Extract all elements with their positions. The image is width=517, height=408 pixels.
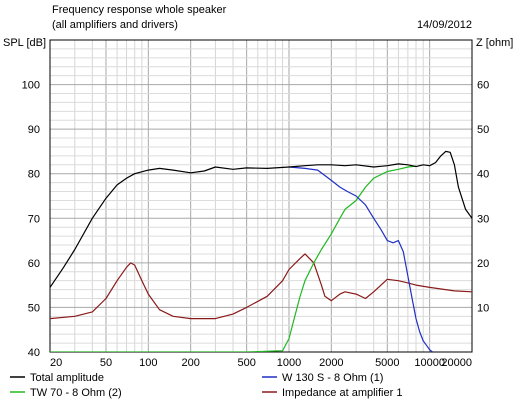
x-tick-label: 2000 xyxy=(319,357,343,369)
y-tick-label-right: 60 xyxy=(477,80,489,92)
y-tick-label-left: 40 xyxy=(28,347,40,359)
legend-label: TW 70 - 8 Ohm (2) xyxy=(30,387,122,399)
y-tick-label-right: 10 xyxy=(477,302,489,314)
x-tick-label: 50 xyxy=(100,357,112,369)
x-tick-label: 100 xyxy=(139,357,157,369)
y-tick-label-right: 20 xyxy=(477,258,489,270)
y-tick-label-right: 50 xyxy=(477,124,489,136)
x-tick-label: 20 xyxy=(50,357,62,369)
x-tick-label: 5000 xyxy=(375,357,399,369)
y-tick-label-right: 30 xyxy=(477,213,489,225)
y-tick-label-left: 90 xyxy=(28,124,40,136)
legend-label: Total amplitude xyxy=(30,372,104,384)
x-tick-label: 200 xyxy=(181,357,199,369)
series-line-3 xyxy=(50,253,472,320)
series-line-2 xyxy=(50,165,417,352)
grid-layer xyxy=(50,40,472,352)
y-axis-label-right: Z [ohm] xyxy=(476,37,513,49)
series-layer xyxy=(50,150,472,352)
series-line-1 xyxy=(288,166,433,352)
legend-label: Impedance at amplifier 1 xyxy=(282,387,402,399)
legend: Total amplitude W 130 S - 8 Ohm (1) TW 70 … xyxy=(10,372,402,399)
chart-title: Frequency response whole speaker xyxy=(52,4,227,16)
y-axis-label-left: SPL [dB] xyxy=(3,37,46,49)
y-tick-label-left: 80 xyxy=(28,169,40,181)
chart-subtitle: (all amplifiers and drivers) xyxy=(52,19,178,31)
y-tick-label-left: 50 xyxy=(28,302,40,314)
plot-frame xyxy=(49,39,473,353)
chart-date: 14/09/2012 xyxy=(417,19,472,31)
x-tick-label: 500 xyxy=(237,357,255,369)
y-tick-label-left: 100 xyxy=(22,80,40,92)
y-tick-label-left: 70 xyxy=(28,213,40,225)
x-tick-label: 20000 xyxy=(441,357,472,369)
x-tick-label: 1000 xyxy=(277,357,301,369)
legend-label: W 130 S - 8 Ohm (1) xyxy=(282,372,383,384)
y-tick-label-right: 40 xyxy=(477,169,489,181)
series-line-0 xyxy=(50,150,472,288)
x-tick-label: 10000 xyxy=(414,357,445,369)
y-tick-label-left: 60 xyxy=(28,258,40,270)
